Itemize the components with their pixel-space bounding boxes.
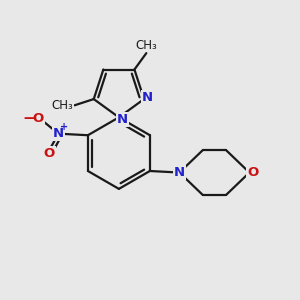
Text: +: +: [60, 122, 68, 132]
Text: N: N: [142, 91, 153, 104]
Text: N: N: [174, 166, 185, 179]
Text: CH₃: CH₃: [51, 99, 73, 112]
Text: O: O: [32, 112, 44, 124]
Text: N: N: [117, 113, 128, 126]
Text: N: N: [53, 127, 64, 140]
Text: O: O: [248, 166, 259, 179]
Text: −: −: [22, 111, 35, 126]
Text: O: O: [44, 147, 55, 161]
Text: CH₃: CH₃: [135, 39, 157, 52]
